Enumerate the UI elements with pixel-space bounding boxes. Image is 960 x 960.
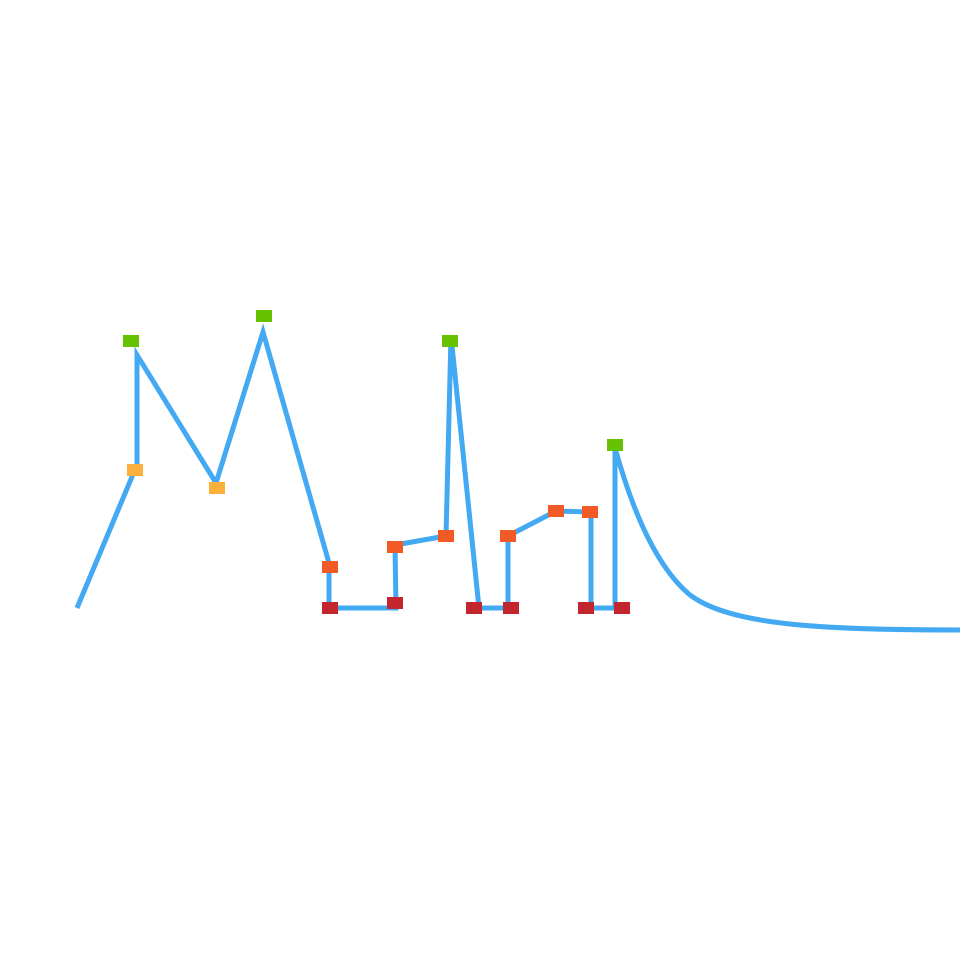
trace-line: [74, 323, 960, 633]
step-marker: [387, 541, 403, 553]
peak-marker: [607, 439, 623, 451]
step-marker: [322, 561, 338, 573]
step-marker: [582, 506, 598, 518]
step-marker: [500, 530, 516, 542]
markers: [123, 310, 630, 614]
peak-marker: [256, 310, 272, 322]
step-marker: [548, 505, 564, 517]
peak-marker: [123, 335, 139, 347]
base-marker: [578, 602, 594, 614]
base-marker: [503, 602, 519, 614]
step-marker: [438, 530, 454, 542]
mid-marker: [209, 482, 225, 494]
base-marker: [387, 597, 403, 609]
base-marker: [614, 602, 630, 614]
base-marker: [322, 602, 338, 614]
base-marker: [466, 602, 482, 614]
mid-marker: [127, 464, 143, 476]
peak-marker: [442, 335, 458, 347]
